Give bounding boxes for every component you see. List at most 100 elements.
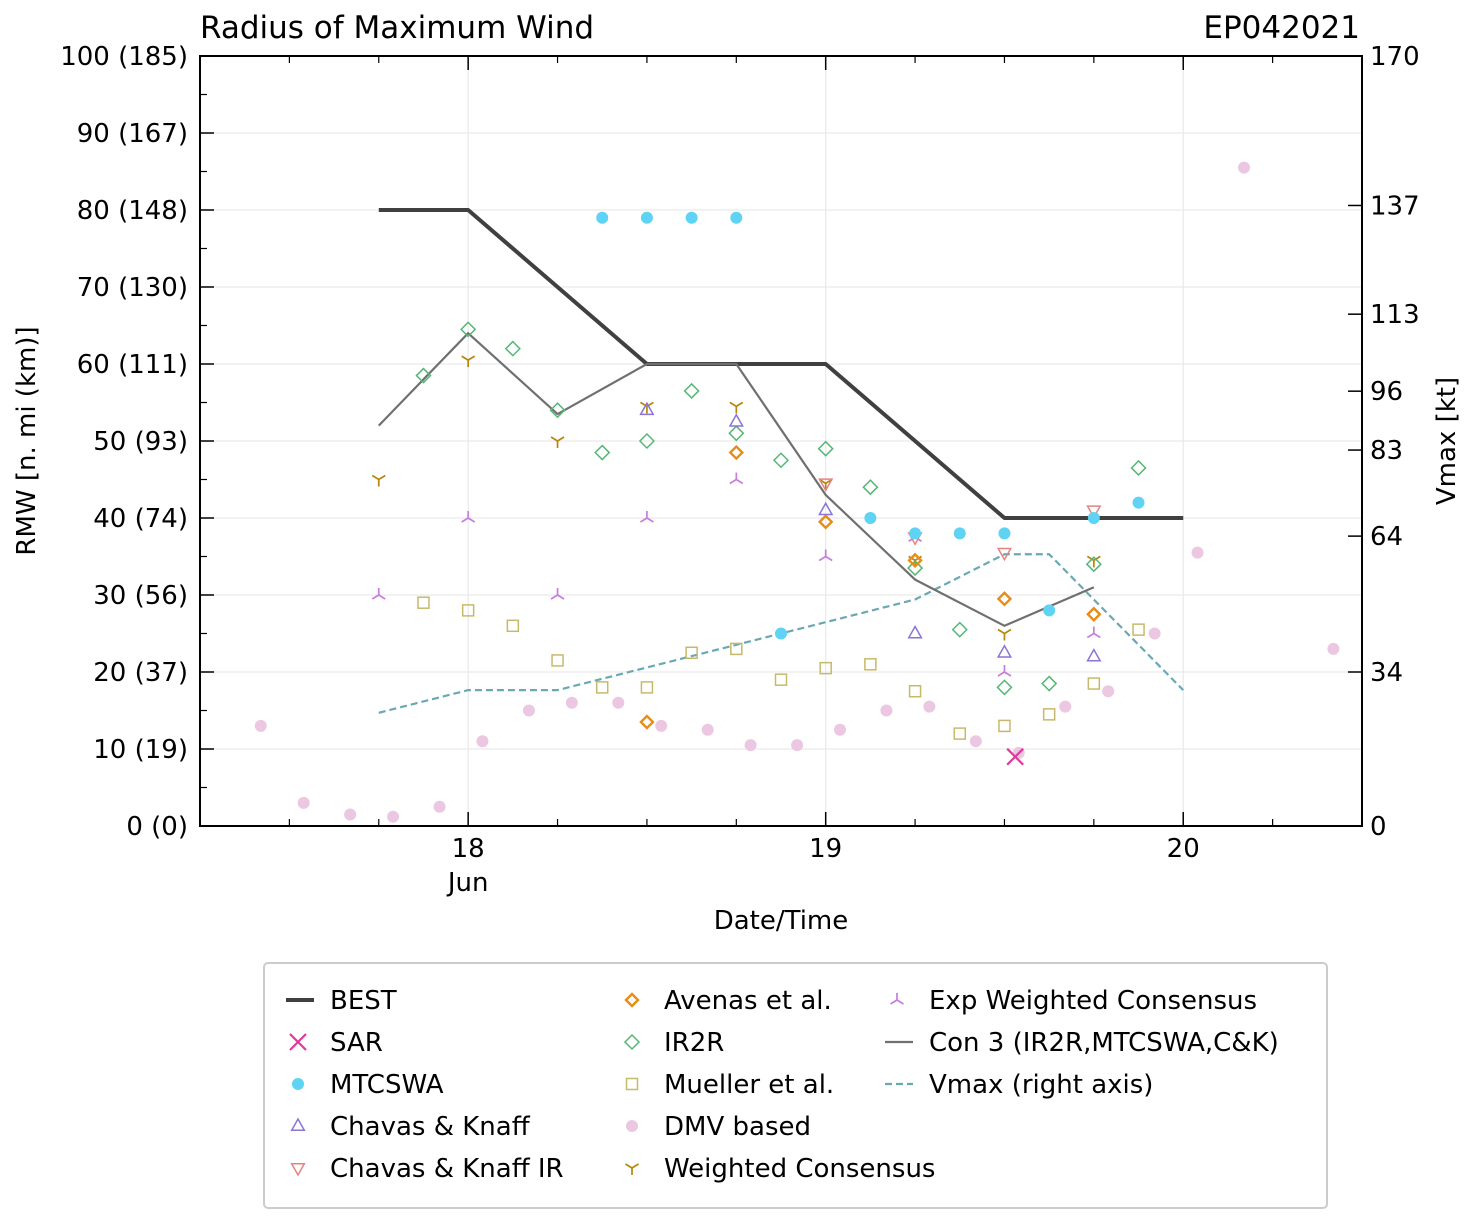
legend-swatch-exp-weighted-consensus [890,993,904,1005]
avenas-et-al-point [728,444,745,461]
legend-swatch-ir2r [623,1033,641,1051]
x-tick-label: 19 [809,834,842,864]
ir2r-point [415,367,432,384]
mueller-et-al-point [461,604,475,617]
legend-label-chavas-knaff-ir: Chavas & Knaff IR [330,1154,564,1184]
mueller-et-al-point [864,658,877,671]
y-tick-label: 0 (0) [126,812,188,842]
ir2r-point [996,679,1013,696]
chavas-knaff-point [818,501,834,516]
mtcswa-point [864,512,877,524]
mueller-et-al-point [908,685,922,698]
dmv-based-point [565,696,578,709]
weighted-consensus-point [550,436,565,448]
mtcswa-point [1132,496,1145,509]
mtcswa-point [730,211,743,224]
legend-label-dmv-based: DMV based [664,1112,811,1142]
legend-swatch-mtcswa [292,1078,304,1090]
chavas-knaff-point [1086,648,1102,662]
series-chavas-knaff [639,401,1102,662]
legend-label-con-3-ir2r-mtcswa-c-k: Con 3 (IR2R,MTCSWA,C&K) [929,1028,1279,1058]
legend: BEST SAR MTCSWA Chavas & Knaff Chavas & Knaf… [263,962,1328,1209]
chavas-knaff-point [907,624,923,639]
ir2r-point [862,479,879,496]
dmv-based-point [344,808,357,821]
y2-tick-label: 113 [1370,300,1420,330]
mtcswa-point [909,527,922,540]
series-mueller-et-al [417,596,1145,740]
dmv-based-point [297,796,310,809]
legend-swatch-weighted-consensus [625,1163,639,1175]
legend-label-vmax-right-axis: Vmax (right axis) [929,1070,1153,1100]
con-3-ir2r-mtcswa-c-k-line [377,332,1095,627]
chavas-knaff-ir-point [996,547,1013,562]
y2-tick-label: 64 [1370,522,1403,552]
mueller-et-al-point [1087,677,1101,690]
legend-item-mtcswa: MTCSWA [292,1070,444,1100]
ir2r-point [1041,675,1058,692]
chavas-knaff-ir-point [818,478,834,492]
dmv-based-point [476,735,489,748]
legend-item-chavas-knaff-ir: Chavas & Knaff IR [290,1154,564,1184]
weighted-consensus-point [461,355,476,368]
legend-swatch-sar [289,1033,307,1051]
avenas-et-al-point [996,591,1013,607]
avenas-et-al-point [907,552,923,569]
dmv-based-point [655,719,668,732]
series-ir2r [415,321,1147,696]
dmv-based-point [1238,161,1251,174]
legend-label-exp-weighted-consensus: Exp Weighted Consensus [929,986,1257,1016]
ir2r-point [1130,459,1147,477]
y-tick-label: 10 (19) [93,735,188,765]
weighted-consensus-point [371,474,386,487]
series-sar [1006,747,1024,766]
dmv-based-point [1102,685,1115,698]
exp-weighted-consensus-point [639,511,654,523]
legend-item-sar: SAR [289,1028,383,1058]
y2-tick-label: 137 [1370,191,1420,221]
y-tick-label: 70 (130) [77,273,188,303]
mtcswa-point [1043,604,1056,617]
ir2r-point [951,621,968,638]
ir2r-point [504,340,521,357]
y-tick-label: 80 (148) [77,196,188,226]
mtcswa-point [775,627,787,640]
y-axis-label: RMW [n. mi (km)] [12,326,42,555]
ir2r-point [638,432,655,450]
avenas-et-al-point [639,714,655,730]
dmv-based-point [1327,642,1340,655]
y2-tick-label: 34 [1370,658,1403,688]
legend-swatch-dmv-based [626,1120,638,1132]
mtcswa-point [685,211,698,224]
y-tick-label: 40 (74) [93,504,188,534]
legend-label-weighted-consensus: Weighted Consensus [664,1154,935,1184]
chavas-knaff-point [639,401,655,416]
series-con-3-ir2r-mtcswa-c-k [377,332,1095,627]
ir2r-point [549,402,566,419]
mueller-et-al-point [1132,623,1145,636]
legend-frame [263,962,1328,1209]
mueller-et-al-point [730,642,743,656]
dmv-based-point [1059,700,1072,713]
mtcswa-point [953,527,966,540]
legend-swatch-chavas-knaff-ir [290,1163,306,1177]
legend-label-sar: SAR [330,1028,383,1058]
ir2r-point [772,452,790,469]
legend-item-ir2r: IR2R [623,1028,724,1058]
legend-item-best: BEST [286,986,397,1016]
dmv-based-point [522,704,535,717]
exp-weighted-consensus-point [729,472,744,485]
mueller-et-al-point [640,681,654,694]
weighted-consensus-point [997,628,1012,641]
legend-label-ir2r: IR2R [664,1028,724,1058]
legend-swatch-chavas-knaff [290,1117,306,1131]
y-tick-label: 90 (167) [77,119,188,149]
y-tick-label: 60 (111) [77,350,188,380]
ir2r-point [728,425,745,442]
legend-item-chavas-knaff: Chavas & Knaff [290,1112,531,1142]
y-tick-label: 20 (37) [93,658,188,688]
legend-item-weighted-consensus: Weighted Consensus [625,1154,935,1184]
ir2r-point [1085,556,1102,573]
y-tick-label: 50 (93) [93,427,188,457]
